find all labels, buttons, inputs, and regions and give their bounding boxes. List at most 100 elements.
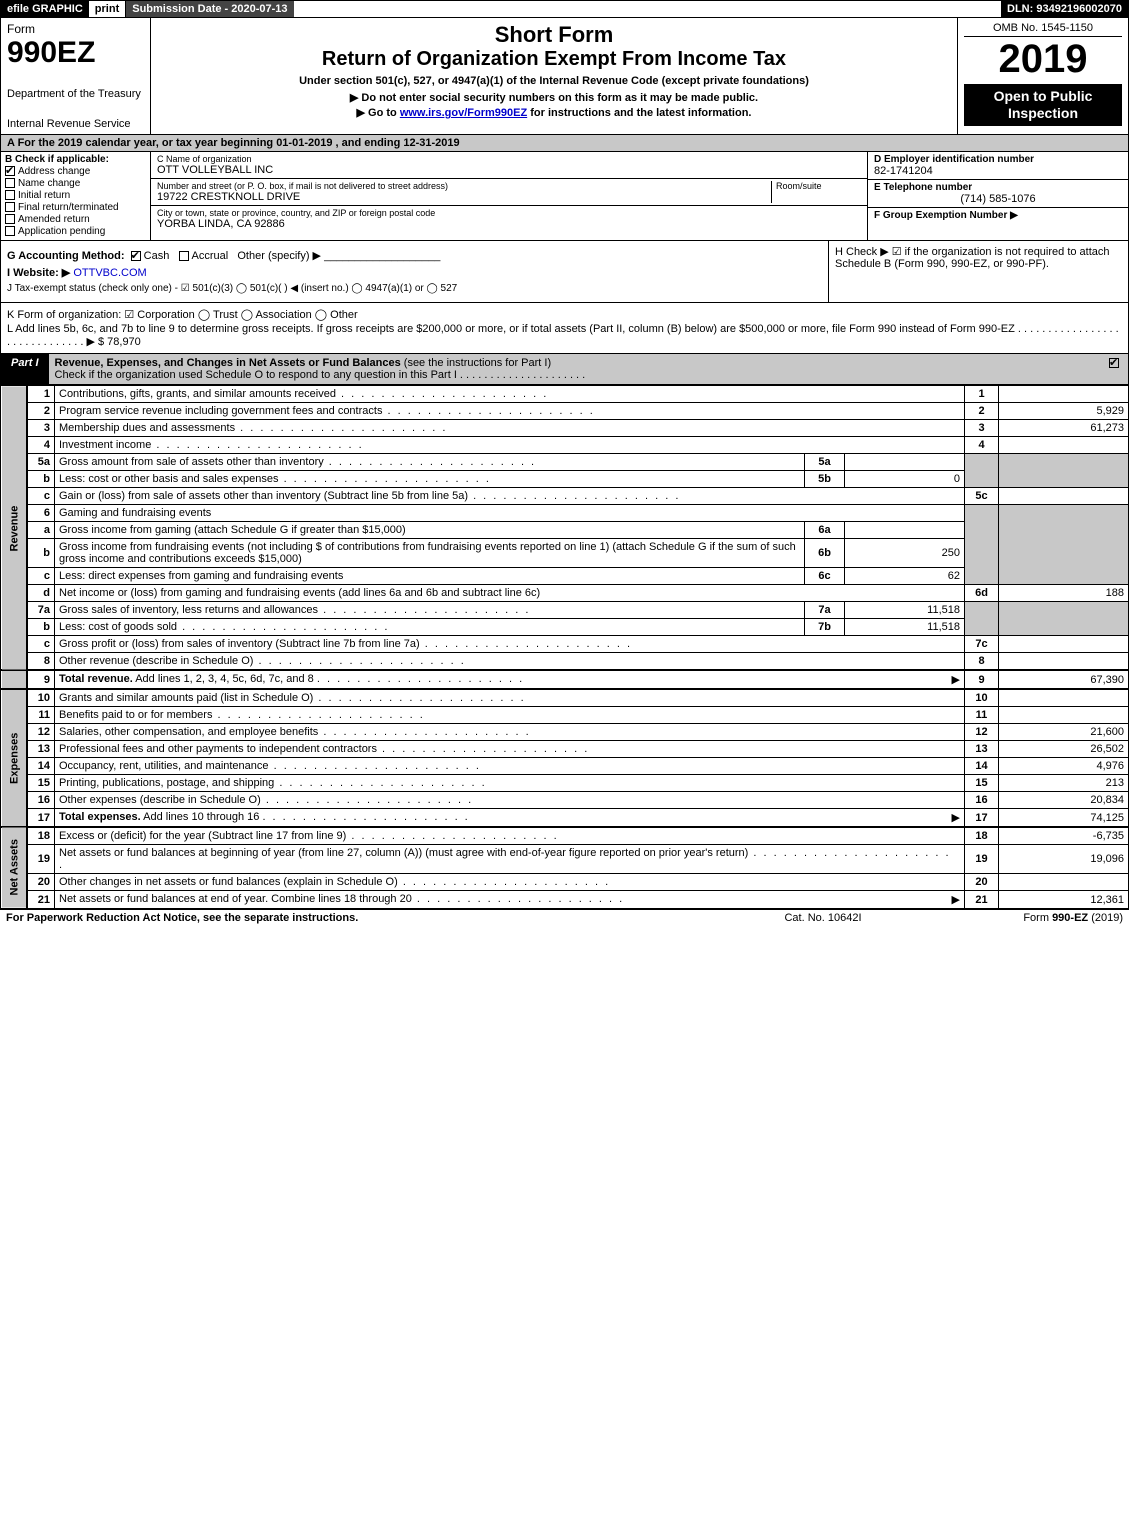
ein-value: 82-1741204: [874, 165, 1122, 177]
line-5b-val: 0: [845, 471, 965, 488]
dln-label: DLN: 93492196002070: [1001, 1, 1128, 17]
line-7a-val: 11,518: [845, 602, 965, 619]
period-bar: A For the 2019 calendar year, or tax yea…: [0, 135, 1129, 152]
footer-form: Form 990-EZ (2019): [923, 912, 1123, 924]
line-11-amt: [999, 707, 1129, 724]
info-block: B Check if applicable: Address change Na…: [0, 152, 1129, 241]
line-8-desc: Other revenue (describe in Schedule O): [55, 653, 965, 671]
line-21-amt: 12,361: [999, 891, 1129, 909]
chk-amended-return[interactable]: Amended return: [5, 214, 146, 225]
print-button[interactable]: print: [89, 1, 126, 17]
line-6-desc: Gaming and fundraising events: [55, 505, 965, 522]
footer-left: For Paperwork Reduction Act Notice, see …: [6, 912, 723, 924]
line-5a-val: [845, 454, 965, 471]
line-l: L Add lines 5b, 6c, and 7b to line 9 to …: [7, 323, 1122, 348]
ein-label: D Employer identification number: [874, 154, 1122, 165]
street-label: Number and street (or P. O. box, if mail…: [157, 181, 771, 191]
line-6c-val: 62: [845, 568, 965, 585]
group-exemption-label: F Group Exemption Number ▶: [874, 210, 1122, 221]
line-15-desc: Printing, publications, postage, and shi…: [55, 775, 965, 792]
box-c: C Name of organization OTT VOLLEYBALL IN…: [151, 152, 868, 240]
under-section: Under section 501(c), 527, or 4947(a)(1)…: [157, 75, 951, 87]
efile-label: efile GRAPHIC: [1, 1, 89, 17]
line-7c-amt: [999, 636, 1129, 653]
line-12-desc: Salaries, other compensation, and employ…: [55, 724, 965, 741]
line-19-amt: 19,096: [999, 845, 1129, 874]
box-def: D Employer identification number 82-1741…: [868, 152, 1128, 240]
irs-link[interactable]: www.irs.gov/Form990EZ: [400, 107, 527, 119]
line-3-desc: Membership dues and assessments: [55, 420, 965, 437]
line-10-amt: [999, 689, 1129, 707]
line-6d-desc: Net income or (loss) from gaming and fun…: [55, 585, 965, 602]
line-9-amt: 67,390: [999, 670, 1129, 689]
phone-label: E Telephone number: [874, 182, 1122, 193]
line-k: K Form of organization: ☑ Corporation ◯ …: [7, 308, 1122, 321]
footer-cat: Cat. No. 10642I: [723, 912, 923, 924]
side-expenses: Expenses: [1, 689, 27, 827]
line-5a-desc: Gross amount from sale of assets other t…: [55, 454, 805, 471]
part1-header: Part I Revenue, Expenses, and Changes in…: [0, 354, 1129, 385]
line-18-desc: Excess or (deficit) for the year (Subtra…: [55, 827, 965, 845]
header-center: Short Form Return of Organization Exempt…: [151, 18, 958, 134]
tax-year: 2019: [964, 37, 1122, 82]
line-6a-desc: Gross income from gaming (attach Schedul…: [55, 522, 805, 539]
line-6d-amt: 188: [999, 585, 1129, 602]
form-number: 990EZ: [7, 36, 144, 70]
chk-name-change[interactable]: Name change: [5, 178, 146, 189]
line-19-desc: Net assets or fund balances at beginning…: [55, 845, 965, 874]
line-4-desc: Investment income: [55, 437, 965, 454]
header-right: OMB No. 1545-1150 2019 Open to Public In…: [958, 18, 1128, 134]
line-12-amt: 21,600: [999, 724, 1129, 741]
name-label: C Name of organization: [157, 154, 861, 164]
line-5c-amt: [999, 488, 1129, 505]
part1-tag: Part I: [1, 354, 49, 384]
org-name: OTT VOLLEYBALL INC: [157, 164, 861, 176]
line-21-desc: Net assets or fund balances at end of ye…: [55, 891, 965, 909]
part1-title: Revenue, Expenses, and Changes in Net As…: [49, 354, 1103, 384]
line-14-amt: 4,976: [999, 758, 1129, 775]
chk-initial-return[interactable]: Initial return: [5, 190, 146, 201]
irs-label: Internal Revenue Service: [7, 118, 144, 130]
phone-value: (714) 585-1076: [874, 193, 1122, 205]
form-word: Form: [7, 22, 144, 36]
line-7a-desc: Gross sales of inventory, less returns a…: [55, 602, 805, 619]
line-1-desc: Contributions, gifts, grants, and simila…: [55, 386, 965, 403]
line-g: G Accounting Method: Cash Accrual Other …: [7, 249, 822, 262]
lines-table: Revenue 1 Contributions, gifts, grants, …: [0, 385, 1129, 909]
top-bar: efile GRAPHIC print Submission Date - 20…: [0, 0, 1129, 18]
chk-final-return[interactable]: Final return/terminated: [5, 202, 146, 213]
line-20-amt: [999, 874, 1129, 891]
side-net-assets: Net Assets: [1, 827, 27, 909]
room-label: Room/suite: [776, 181, 861, 191]
part1-checkbox[interactable]: [1103, 354, 1128, 384]
line-7b-desc: Less: cost of goods sold: [55, 619, 805, 636]
line-13-amt: 26,502: [999, 741, 1129, 758]
chk-cash[interactable]: [131, 251, 141, 261]
short-form-title: Short Form: [157, 22, 951, 48]
line-11-desc: Benefits paid to or for members: [55, 707, 965, 724]
line-10-desc: Grants and similar amounts paid (list in…: [55, 689, 965, 707]
line-9-desc: Total revenue. Add lines 1, 2, 3, 4, 5c,…: [55, 670, 965, 689]
page-footer: For Paperwork Reduction Act Notice, see …: [0, 909, 1129, 926]
website-link[interactable]: OTTVBC.COM: [73, 267, 146, 279]
goto-line: ▶ Go to www.irs.gov/Form990EZ for instru…: [157, 106, 951, 119]
submission-date: Submission Date - 2020-07-13: [126, 1, 293, 17]
line-3-amt: 61,273: [999, 420, 1129, 437]
line-2-amt: 5,929: [999, 403, 1129, 420]
line-5c-desc: Gain or (loss) from sale of assets other…: [55, 488, 965, 505]
line-2-desc: Program service revenue including govern…: [55, 403, 965, 420]
line-7b-val: 11,518: [845, 619, 965, 636]
line-6a-val: [845, 522, 965, 539]
line-13-desc: Professional fees and other payments to …: [55, 741, 965, 758]
dept-treasury: Department of the Treasury: [7, 88, 144, 100]
chk-accrual[interactable]: [179, 251, 189, 261]
org-city: YORBA LINDA, CA 92886: [157, 218, 861, 230]
line-8-amt: [999, 653, 1129, 671]
chk-application-pending[interactable]: Application pending: [5, 226, 146, 237]
line-j: J Tax-exempt status (check only one) - ☑…: [7, 283, 822, 294]
city-label: City or town, state or province, country…: [157, 208, 861, 218]
line-6b-val: 250: [845, 539, 965, 568]
side-revenue: Revenue: [1, 386, 27, 671]
chk-address-change[interactable]: Address change: [5, 166, 146, 177]
header-left: Form 990EZ Department of the Treasury In…: [1, 18, 151, 134]
